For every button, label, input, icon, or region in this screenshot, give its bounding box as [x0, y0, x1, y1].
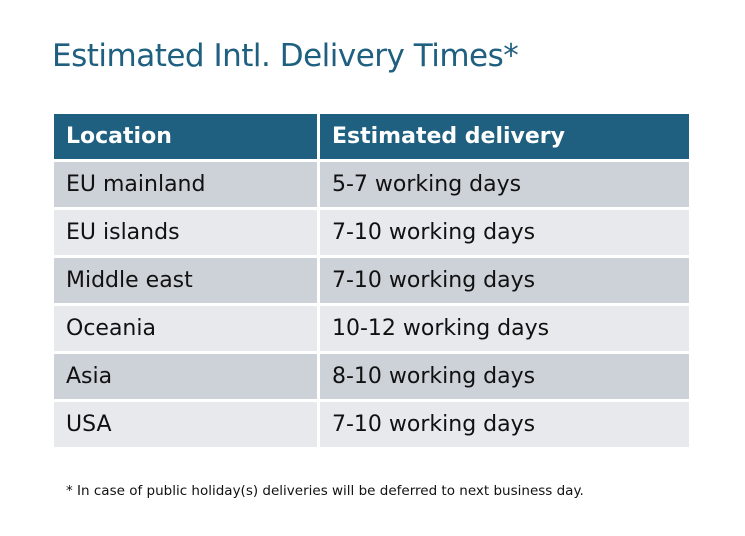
location-cell: USA [54, 402, 317, 447]
delivery-cell: 8-10 working days [320, 354, 689, 399]
footnote: * In case of public holiday(s) deliverie… [66, 483, 584, 499]
page-title: Estimated Intl. Delivery Times* [52, 38, 519, 74]
location-cell: Asia [54, 354, 317, 399]
location-cell: EU islands [54, 210, 317, 255]
table-row: Asia 8-10 working days [54, 354, 689, 399]
table-row: EU islands 7-10 working days [54, 210, 689, 255]
table-row: Middle east 7-10 working days [54, 258, 689, 303]
header-location: Location [54, 114, 317, 159]
delivery-cell: 7-10 working days [320, 210, 689, 255]
table-header-row: Location Estimated delivery [54, 114, 689, 159]
location-cell: EU mainland [54, 162, 317, 207]
delivery-cell: 7-10 working days [320, 402, 689, 447]
location-cell: Middle east [54, 258, 317, 303]
delivery-cell: 5-7 working days [320, 162, 689, 207]
header-estimated-delivery: Estimated delivery [320, 114, 689, 159]
location-cell: Oceania [54, 306, 317, 351]
table-row: EU mainland 5-7 working days [54, 162, 689, 207]
table-row: Oceania 10-12 working days [54, 306, 689, 351]
table-row: USA 7-10 working days [54, 402, 689, 447]
delivery-cell: 7-10 working days [320, 258, 689, 303]
delivery-table: Location Estimated delivery EU mainland 5… [51, 111, 692, 450]
delivery-cell: 10-12 working days [320, 306, 689, 351]
